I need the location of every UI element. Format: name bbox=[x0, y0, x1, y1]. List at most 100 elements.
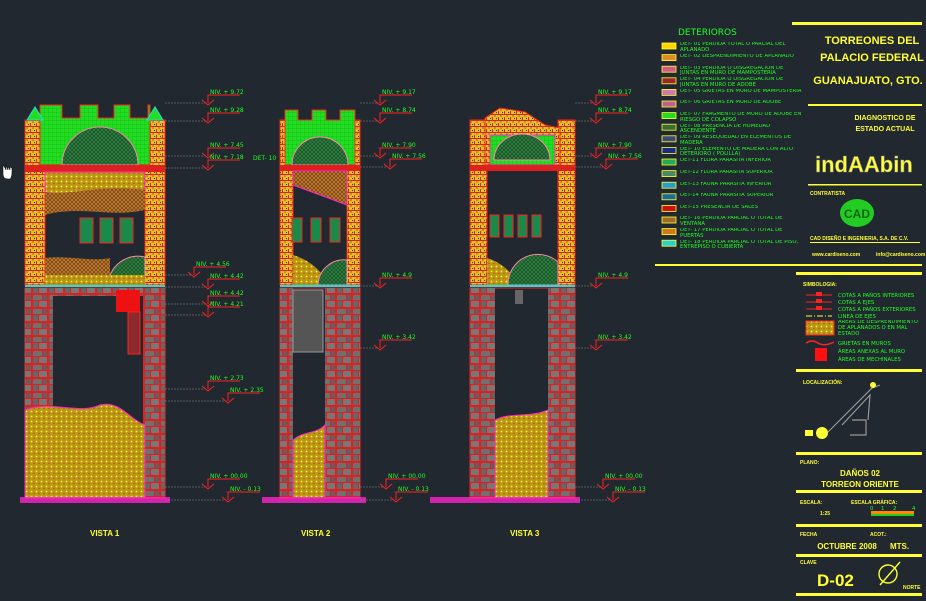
legend-label: DET- 18 PERDIDA PARCIAL O TOTAL DE PISO,… bbox=[680, 239, 799, 251]
svg-text:1: 1 bbox=[881, 506, 884, 512]
level-marker: NIV. - 0.13 bbox=[575, 486, 646, 503]
scale-value: 1:25 bbox=[820, 511, 830, 517]
email-link[interactable]: info@cardiseno.com bbox=[876, 252, 926, 258]
beam bbox=[25, 165, 165, 172]
north-label: NORTE bbox=[903, 585, 921, 591]
deterioration-legend: DETERIOROS DET- 01 PERDIDA TOTAL O PARCI… bbox=[661, 28, 801, 251]
level-marker: NIV. + 4.9 bbox=[575, 272, 628, 289]
plan-name-line1: DAÑOS 02 bbox=[840, 469, 881, 478]
graphic-scale-bar: 0 1 2 4 bbox=[870, 506, 916, 516]
level-marker: NIV. + 3.42 bbox=[360, 334, 416, 351]
symbology-item: AREAS DE DESPRENDIMIENTO DE APLANADOS O … bbox=[838, 320, 918, 337]
legend-swatch bbox=[661, 193, 677, 201]
legend-item: DET- 07 FRAGMENTO DE MURO DE ADOBE EN RI… bbox=[661, 112, 801, 122]
view-title-1: VISTA 1 bbox=[90, 529, 120, 538]
subtitle-line1: DIAGNOSTICO DE bbox=[854, 115, 915, 122]
level-marker: NIV. + 00.00 bbox=[165, 473, 248, 490]
svg-text:0: 0 bbox=[870, 506, 874, 512]
legend-item: DET- 02 DESPRENDIMIENTO DE APLANADO bbox=[661, 54, 794, 61]
level-label: NIV. - 0.13 bbox=[230, 486, 261, 493]
level-markers: NIV. + 9.72 NIV. + 9.28 NIV. + 7.45 NIV. + … bbox=[165, 89, 646, 503]
client-logo: indAAbin bbox=[815, 152, 913, 177]
level-label: NIV. + 4.9 bbox=[382, 272, 412, 279]
level-label: NIV. + 7.90 bbox=[598, 142, 632, 149]
level-label: NIV. + 00.00 bbox=[605, 473, 643, 480]
symbology-item: COTAS A PAÑOS EXTERIORES bbox=[838, 306, 916, 313]
legend-swatch bbox=[661, 239, 677, 247]
dome bbox=[61, 126, 139, 166]
dome bbox=[291, 136, 349, 166]
level-label: NIV. + 7.90 bbox=[382, 142, 416, 149]
location-label: LOCALIZACIÓN: bbox=[803, 378, 843, 386]
legend-swatch bbox=[661, 89, 677, 96]
level-label: NIV. + 7.18 bbox=[210, 154, 244, 161]
level-marker: NIV. + 9.72 bbox=[165, 89, 244, 106]
scale-label: ESCALA: bbox=[800, 500, 823, 506]
legend-title: DETERIOROS bbox=[678, 28, 737, 38]
level-marker: NIV. + 2.73 bbox=[165, 375, 244, 392]
legend-item: DET-11 FLORA PARASITA INFERIOR bbox=[661, 158, 771, 166]
tower-view-1 bbox=[20, 104, 170, 503]
legend-item: DET- 04 PERDIDA O DISGREGACIÓN DE JUNTAS… bbox=[661, 77, 784, 88]
level-marker: NIV. + 4.42 bbox=[165, 273, 244, 290]
legend-swatch bbox=[661, 112, 677, 119]
svg-text:4: 4 bbox=[912, 506, 916, 512]
key-value: D-02 bbox=[817, 571, 854, 590]
legend-swatch bbox=[661, 100, 677, 108]
detachment-area bbox=[45, 188, 145, 215]
units-value: MTS. bbox=[890, 542, 909, 551]
legend-label: DET- 04 PERDIDA O DISGREGACIÓN DE JUNTAS… bbox=[680, 77, 784, 88]
level-label: NIV. + 2.35 bbox=[230, 387, 264, 394]
legend-label: DET- 09 RESEQUEDAD EN ELEMENTOS DE MADER… bbox=[680, 135, 792, 146]
symbology-item: GRIETAS EN MUROS bbox=[838, 341, 891, 347]
windows bbox=[79, 217, 134, 244]
legend-label: DET- 01 PERDIDA TOTAL O PARCIAL DEL APLA… bbox=[680, 42, 786, 53]
level-label: NIV. + 7.56 bbox=[608, 153, 642, 160]
legend-label: DET- 08 PRESENCIA DE HUMEDAD ASCENDENTE bbox=[680, 123, 771, 135]
symbology-item: COTAS A PAÑOS INTERIORES bbox=[838, 292, 915, 299]
plaster-damage-area bbox=[24, 403, 146, 499]
legend-swatch bbox=[661, 135, 677, 143]
legend-swatch bbox=[661, 65, 677, 73]
level-label: NIV. + 7.56 bbox=[392, 153, 426, 160]
level-label: NIV. + 4.56 bbox=[196, 261, 230, 268]
right-stone-wall bbox=[143, 288, 165, 498]
legend-item: DET- 18 PERDIDA PARCIAL O TOTAL DE PISO,… bbox=[661, 239, 799, 251]
legend-swatch bbox=[661, 216, 677, 224]
level-marker: NIV. + 7.90 bbox=[360, 142, 416, 159]
view-titles: VISTA 1 VISTA 2 VISTA 3 bbox=[90, 529, 540, 538]
level-marker: NIV. + 4.21 bbox=[165, 301, 244, 318]
subtitle-line2: ESTADO ACTUAL bbox=[855, 126, 915, 133]
level-label: NIV. + 3.42 bbox=[382, 334, 416, 341]
website-link[interactable]: www.cardiseno.com bbox=[811, 252, 861, 258]
key-label: CLAVE bbox=[800, 560, 817, 566]
symbology-item: COTAS A EJES bbox=[838, 300, 875, 306]
plan-label: PLANO: bbox=[800, 460, 820, 466]
level-label: NIV. + 2.73 bbox=[210, 375, 244, 382]
level-label: NIV. + 9.17 bbox=[598, 89, 632, 96]
level-marker: NIV. + 7.18 bbox=[165, 154, 244, 171]
level-label: NIV. + 4.9 bbox=[598, 272, 628, 279]
tower-view-2 bbox=[262, 109, 366, 503]
legend-label: DET-11 FLORA PARASITA INFERIOR bbox=[680, 158, 771, 164]
level-marker: NIV. + 8.74 bbox=[360, 107, 416, 124]
symbology-item: ÁREAS ANEXAS AL MURO bbox=[838, 348, 905, 355]
legend-swatch bbox=[661, 181, 677, 189]
contractor-label: CONTRATISTA bbox=[810, 191, 845, 197]
level-marker: NIV. + 9.17 bbox=[575, 89, 632, 106]
dome bbox=[493, 133, 551, 161]
project-title-line1: TORREONES DEL bbox=[825, 35, 920, 47]
legend-item: DET-12 FLORA PARASITA SUPERIOR bbox=[661, 170, 773, 178]
level-marker: NIV. + 7.56 bbox=[360, 153, 426, 170]
windows bbox=[489, 214, 542, 238]
level-marker: NIV. + 4.9 bbox=[360, 272, 412, 289]
north-arrow-icon bbox=[878, 561, 901, 586]
legend-item: DET-15 PRESENCIA DE SALES bbox=[661, 205, 758, 212]
graphic-scale-label: ESCALA GRÁFICA: bbox=[851, 499, 898, 506]
contractor-logo: CAD bbox=[840, 199, 874, 227]
symbology-label: SIMBOLOGIA: bbox=[803, 282, 837, 288]
legend-swatch bbox=[661, 228, 677, 236]
level-marker: NIV. + 9.28 bbox=[165, 107, 244, 124]
legend-label: DET- 02 DESPRENDIMIENTO DE APLANADO bbox=[680, 54, 794, 59]
